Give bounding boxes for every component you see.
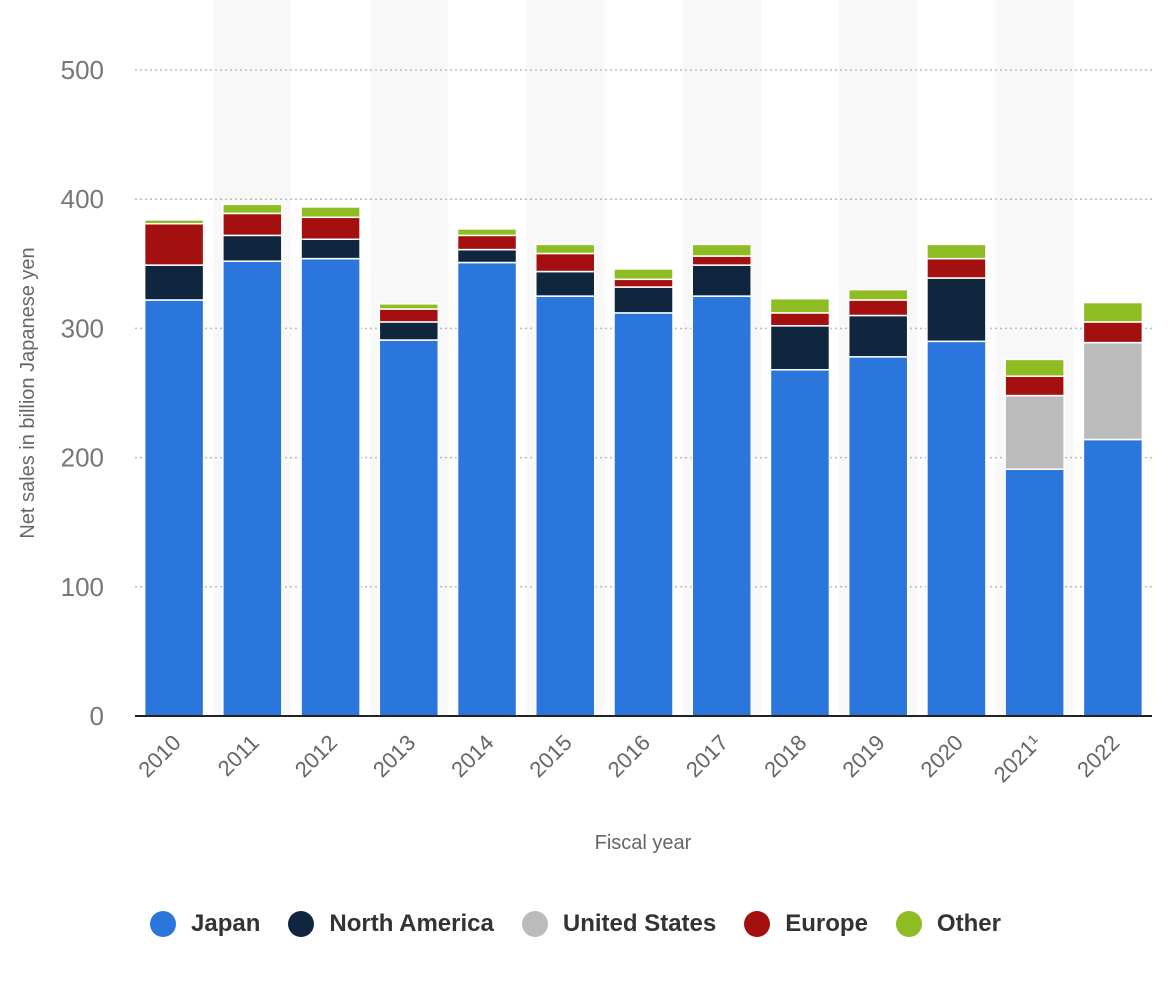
bar-segment[interactable]: [535, 295, 596, 717]
y-tick-label: 100: [61, 572, 104, 602]
bar-segment[interactable]: [769, 325, 831, 371]
bars: [143, 203, 1144, 717]
bar-segment[interactable]: [613, 268, 674, 281]
y-axis-ticks: 0 100 200 300 400 500: [61, 55, 104, 731]
legend-item[interactable]: United States: [521, 910, 717, 938]
bar-segment[interactable]: [378, 321, 440, 341]
bar-segment[interactable]: [300, 206, 361, 219]
bar-segment[interactable]: [378, 339, 440, 717]
legend-label: Japan: [191, 910, 261, 937]
bar-segment[interactable]: [769, 297, 831, 314]
x-axis-ticks: 2010 2011 2012 2013 2014 2015 2016 2017 2018 2019…: [133, 730, 1124, 787]
x-tick-label: 2017: [681, 730, 733, 782]
bar-segment[interactable]: [456, 228, 518, 237]
bar-segment[interactable]: [691, 295, 752, 717]
bar-segment[interactable]: [691, 264, 752, 297]
bar-segment[interactable]: [378, 303, 440, 310]
legend-swatch: [288, 911, 315, 937]
bar-segment[interactable]: [847, 356, 909, 717]
bar-segment[interactable]: [613, 278, 674, 288]
legend-label: Europe: [785, 910, 868, 937]
x-tick-label: 2012: [290, 730, 342, 782]
x-tick-label: 2020: [916, 730, 968, 782]
bar-segment[interactable]: [1082, 438, 1144, 717]
bar-segment[interactable]: [1082, 341, 1144, 441]
legend-label: North America: [329, 910, 494, 937]
bar-segment[interactable]: [456, 234, 518, 251]
bar-segment[interactable]: [222, 212, 283, 237]
bar-segment[interactable]: [222, 203, 283, 215]
x-tick-label: 2010: [133, 730, 185, 782]
legend-item[interactable]: Japan: [150, 910, 260, 938]
y-axis-title: Net sales in billion Japanese yen: [17, 247, 39, 538]
legend: Japan North America United States Europe Oth…: [150, 910, 1029, 938]
y-tick-label: 500: [61, 55, 104, 85]
bar-segment[interactable]: [456, 248, 518, 264]
bar-segment[interactable]: [300, 238, 361, 260]
bar-segment[interactable]: [143, 222, 205, 266]
legend-item[interactable]: Other: [895, 910, 1001, 938]
legend-label: United States: [562, 910, 717, 937]
bar-segment[interactable]: [143, 264, 205, 301]
bar-segment[interactable]: [1082, 321, 1144, 344]
bar-segment[interactable]: [535, 252, 596, 273]
bar-segment[interactable]: [300, 216, 361, 241]
legend-swatch: [521, 911, 548, 937]
bar-segment[interactable]: [1004, 468, 1065, 717]
legend-swatch: [150, 911, 176, 937]
bar-segment[interactable]: [926, 243, 987, 260]
bar-segment[interactable]: [1004, 394, 1065, 470]
bar-segment[interactable]: [143, 219, 205, 225]
bar-segment[interactable]: [847, 314, 909, 358]
legend-swatch: [895, 911, 922, 937]
x-tick-label: 2019: [837, 730, 889, 782]
bar-segment[interactable]: [222, 234, 283, 262]
legend-item[interactable]: North America: [288, 910, 494, 938]
x-tick-label: 2018: [759, 730, 811, 782]
bar-segment[interactable]: [769, 368, 831, 717]
bar-segment[interactable]: [535, 243, 596, 255]
legend-item[interactable]: Europe: [744, 910, 868, 938]
x-tick-label: 2011: [213, 730, 264, 781]
bar-segment[interactable]: [613, 312, 674, 717]
legend-label: Other: [936, 910, 1001, 937]
bar-segment[interactable]: [143, 299, 205, 717]
x-tick-label: 2014: [446, 730, 498, 782]
x-tick-label: 2022: [1072, 730, 1124, 782]
bar-segment[interactable]: [222, 260, 283, 717]
bar-segment[interactable]: [1004, 358, 1065, 377]
bar-segment[interactable]: [691, 243, 752, 257]
bar-segment[interactable]: [926, 340, 987, 717]
bar-segment[interactable]: [535, 270, 596, 297]
x-tick-label: 2016: [603, 730, 655, 782]
bar-segment[interactable]: [769, 312, 831, 327]
bar-segment[interactable]: [1082, 301, 1144, 323]
bar-segment[interactable]: [691, 255, 752, 266]
x-tick-label: 2015: [525, 730, 577, 782]
x-axis-title: Fiscal year: [595, 832, 692, 854]
x-tick-label: 2013: [368, 730, 420, 782]
bar-segment[interactable]: [926, 277, 987, 343]
bar-segment[interactable]: [847, 288, 909, 301]
y-tick-label: 400: [61, 184, 104, 214]
y-tick-label: 0: [90, 701, 104, 731]
bar-segment[interactable]: [847, 299, 909, 317]
bar-segment[interactable]: [300, 257, 361, 717]
legend-swatch: [744, 911, 771, 937]
y-tick-label: 200: [61, 443, 104, 473]
y-tick-label: 300: [61, 313, 104, 343]
bar-segment[interactable]: [926, 257, 987, 279]
x-tick-label: 2021¹: [989, 730, 1046, 787]
bar-segment[interactable]: [456, 261, 518, 717]
bar-segment[interactable]: [613, 286, 674, 314]
bar-segment[interactable]: [378, 308, 440, 323]
bar-segment[interactable]: [1004, 375, 1065, 397]
